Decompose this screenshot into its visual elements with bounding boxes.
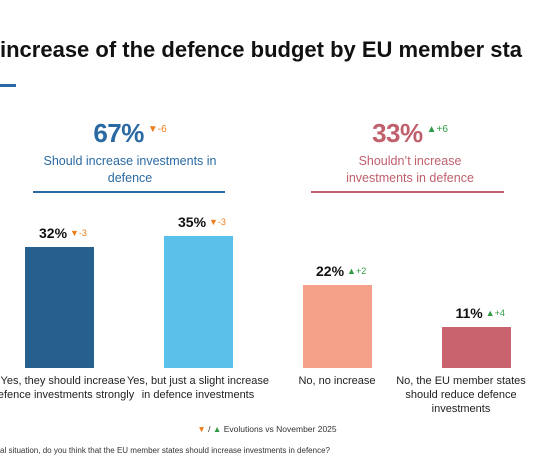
category-label-4: No, the EU member states should reduce d… (396, 375, 526, 415)
category-label-1: Yes, they should increase defence invest… (0, 375, 135, 401)
group-increase-label: Should increase investments in defence (43, 154, 217, 185)
question-footnote: al situation, do you think that the EU m… (0, 446, 330, 455)
bar-2-value: 35% (178, 214, 207, 230)
legend-text: Evolutions vs November 2025 (223, 424, 337, 434)
group-not-increase-rule (311, 191, 504, 193)
chart-title: increase of the defence budget by EU mem… (0, 37, 523, 62)
bar-2 (163, 236, 233, 368)
group-increase-evolution: ▼-6 (147, 124, 167, 135)
bar-3-value-label: 22% ▲+2 (316, 263, 366, 279)
category-label-2: Yes, but just a slight increase in defen… (126, 375, 270, 401)
legend-separator: / (208, 424, 211, 434)
group-not-increase-label: Shouldn’t increase investments in defenc… (346, 154, 474, 185)
group-increase-header: 67% ▼-6 (30, 118, 230, 149)
group-increase-percent: 67% (93, 118, 144, 148)
group-not-increase-percent: 33% (372, 118, 423, 148)
legend-up-arrow-icon: ▲ (212, 424, 222, 434)
group-increase: 67% ▼-6 Should increase investments in de… (30, 118, 230, 187)
bar-2-value-label: 35% ▼-3 (178, 214, 226, 230)
bar-3-value: 22% (316, 263, 345, 279)
bar-4-value: 11% (455, 305, 483, 321)
legend-down-arrow-icon: ▼ (197, 424, 206, 434)
bar-4 (441, 327, 511, 368)
title-accent-line (0, 84, 16, 87)
bar-1-evolution: ▼-3 (70, 228, 87, 238)
bar-3 (302, 285, 372, 368)
legend: ▼ / ▲ Evolutions vs November 2025 (0, 424, 534, 434)
bar-4-value-label: 11% ▲+4 (456, 305, 505, 321)
category-label-3: No, no increase (298, 375, 376, 387)
group-increase-rule (33, 191, 225, 193)
bar-1 (24, 247, 94, 368)
bar-3-evolution: ▲+2 (347, 266, 367, 276)
group-not-increase-header: 33% ▲+6 (310, 118, 510, 149)
bar-2-evolution: ▼-3 (209, 217, 226, 227)
group-not-increase: 33% ▲+6 Shouldn’t increase investments in… (310, 118, 510, 187)
group-not-increase-evolution: ▲+6 (426, 124, 448, 135)
bar-1-value: 32% (39, 225, 68, 241)
bar-4-evolution: ▲+4 (485, 308, 505, 318)
bar-1-value-label: 32% ▼-3 (39, 225, 87, 241)
